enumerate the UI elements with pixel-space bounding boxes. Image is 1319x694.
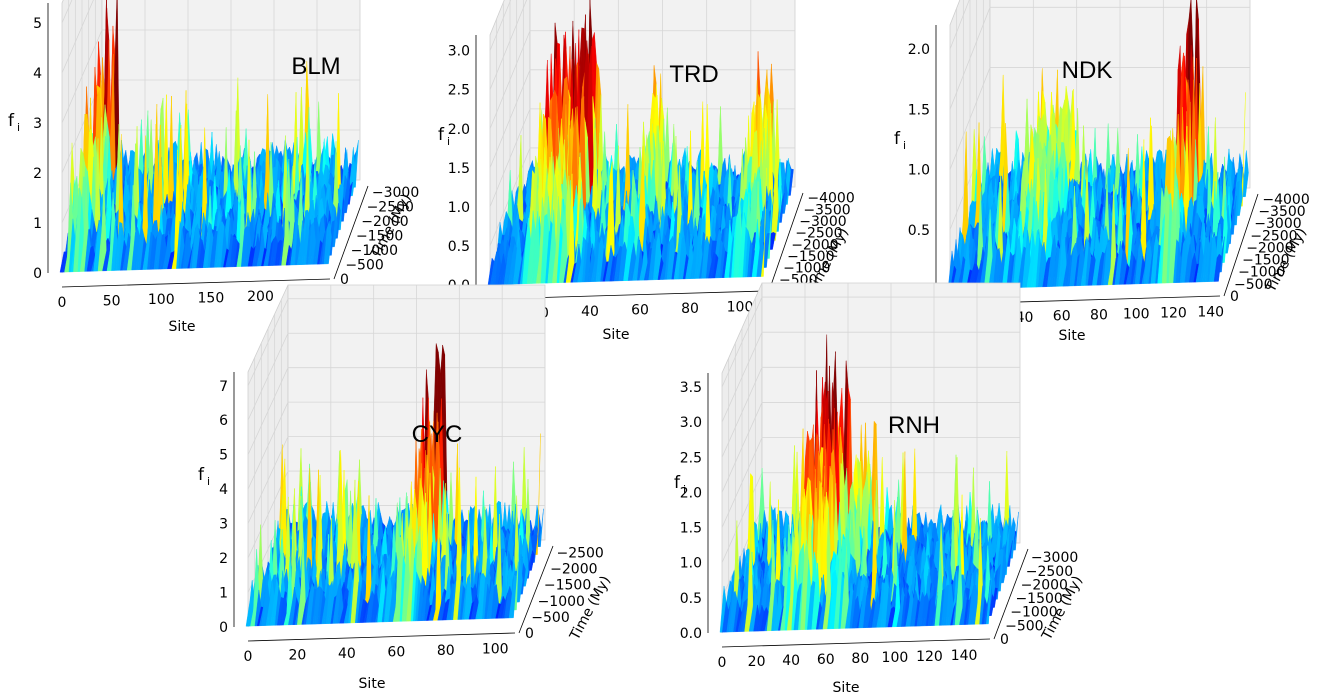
z-tick-label: 2 [33, 166, 42, 182]
x-tick-label: 150 [198, 291, 225, 307]
y-tick-label: −4000 [807, 191, 854, 207]
chart-panel-rnh: 0 20 40 60 80 100 120 1400−500−1000−1500−2000−2… [674, 282, 1086, 694]
x-axis-label: Site [1059, 328, 1086, 344]
x-tick-label: 50 [103, 294, 121, 310]
z-axis-label-subscript: i [207, 475, 210, 488]
z-tick-label: 1 [219, 586, 228, 602]
z-tick-label: 5 [219, 448, 228, 464]
z-tick-label: 0.5 [448, 239, 470, 255]
y-tick-label: −2500 [556, 545, 603, 561]
x-tick-label: 60 [631, 303, 649, 319]
z-axis-label-subscript: i [17, 121, 20, 134]
z-tick-label: 2.5 [448, 83, 470, 99]
x-tick-label: 140 [1197, 304, 1224, 320]
z-tick-label: 0 [219, 620, 228, 636]
y-tick-label: −1000 [538, 594, 585, 610]
x-tick-label: 80 [681, 301, 699, 317]
chart-panel-blm: 0501001502002500−500−1000−1500−2000−2500… [8, 0, 419, 335]
x-axis-label: Site [603, 327, 630, 343]
x-tick-label: 200 [247, 289, 274, 305]
x-tick-label: 0 [244, 649, 253, 665]
x-tick-label: 100 [148, 292, 175, 308]
z-tick-label: 3.0 [448, 44, 470, 60]
x-tick-label: 60 [387, 645, 405, 661]
surface-facet [341, 188, 347, 222]
z-tick-label: 4 [219, 482, 228, 498]
panel-title: BLM [291, 53, 340, 80]
z-axis-label: f [438, 125, 445, 145]
x-tick-label: 40 [338, 646, 356, 662]
x-tick-label: 80 [437, 643, 455, 659]
z-tick-label: 4 [33, 66, 42, 82]
z-tick-label: 1.0 [448, 200, 470, 216]
grid-line [61, 0, 94, 74]
z-tick-label: 7 [219, 379, 228, 395]
x-tick-label: 120 [1160, 305, 1187, 321]
z-tick-label: 3 [219, 517, 228, 533]
z-tick-label: 5 [33, 16, 42, 32]
x-axis-line [247, 632, 516, 642]
x-tick-label: 40 [581, 304, 599, 320]
z-tick-label: 0 [33, 266, 42, 282]
y-tick-label: −500 [345, 257, 383, 273]
z-tick-label: 1.5 [448, 161, 470, 177]
panel-title: TRD [669, 61, 718, 88]
y-tick-label: −2000 [550, 562, 597, 578]
z-tick-label: 1.0 [908, 163, 930, 179]
z-tick-label: 1.5 [908, 102, 930, 118]
y-tick-label: −4000 [1262, 192, 1309, 208]
x-axis-label: Site [169, 319, 196, 335]
panel-title: CYC [412, 421, 463, 448]
x-tick-label: 0 [58, 295, 67, 311]
z-axis-label: f [8, 111, 15, 131]
z-tick-label: 2.0 [448, 122, 470, 138]
x-tick-label: 60 [1053, 309, 1071, 325]
z-axis-label-subscript: i [447, 135, 450, 148]
y-tick-label: −500 [531, 610, 569, 626]
z-axis-label-subscript: i [903, 139, 906, 152]
z-tick-label: 2.0 [908, 42, 930, 58]
x-tick-label: 100 [1123, 306, 1150, 322]
z-tick-label: 6 [219, 413, 228, 429]
panel-title: NDK [1062, 57, 1113, 84]
z-axis-label: f [894, 129, 901, 149]
z-tick-label: 3 [33, 116, 42, 132]
z-tick-label: 2 [219, 551, 228, 567]
x-axis-label: Site [359, 676, 386, 692]
x-tick-label: 100 [482, 642, 509, 658]
chart-panel-cyc: 0 20 40 60 80 1000−500−1000−1500−2000−2500012… [198, 284, 614, 692]
y-tick-label: −1500 [544, 578, 591, 594]
z-tick-label: 0.5 [908, 223, 930, 239]
y-tick-label: 0 [525, 626, 534, 642]
grid-line [61, 29, 360, 124]
z-tick-label: 1 [33, 216, 42, 232]
x-tick-label: 80 [1090, 308, 1108, 324]
z-axis-label: f [198, 465, 205, 485]
x-tick-label: 20 [289, 648, 307, 664]
